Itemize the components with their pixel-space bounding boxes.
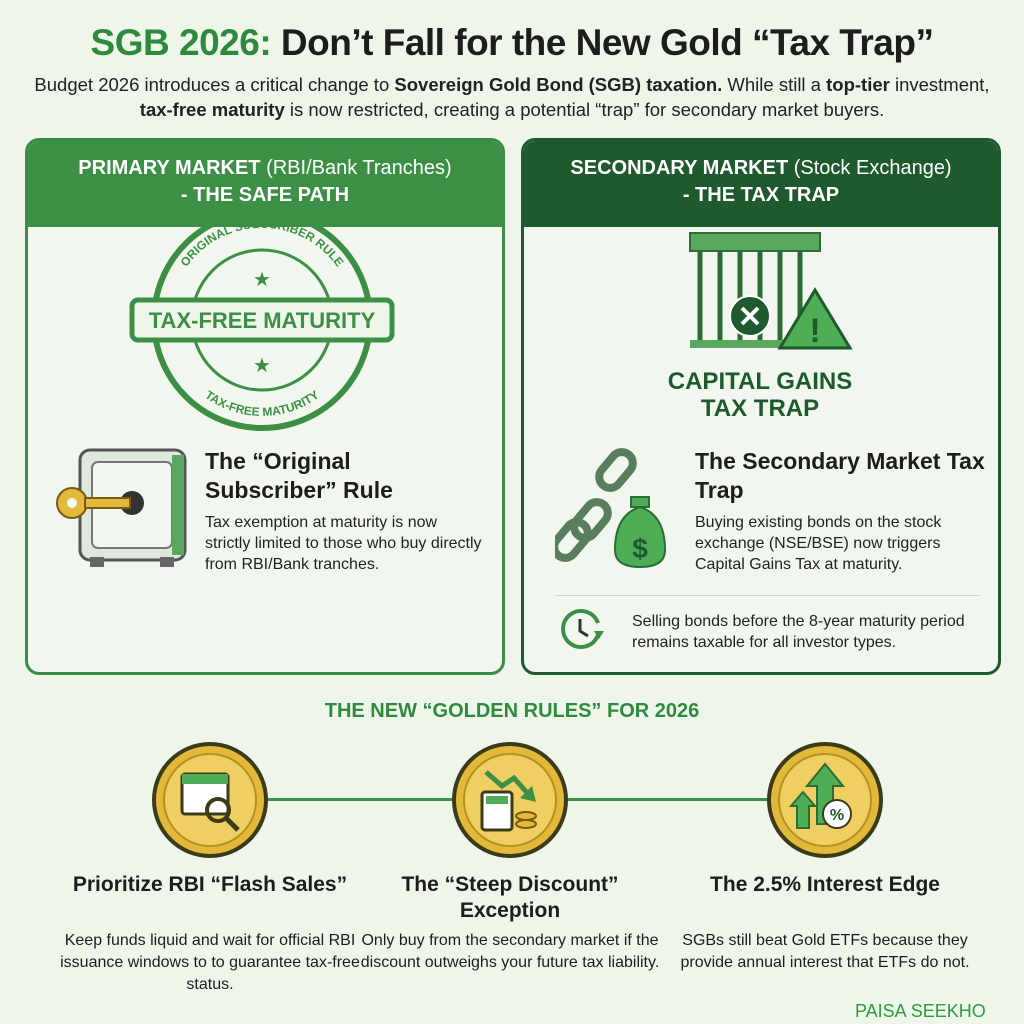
badge-line1: CAPITAL GAINS xyxy=(667,368,853,395)
secondary-title: The Secondary Market Tax Trap xyxy=(695,448,985,503)
svg-text:ORIGINAL SUBSCRIBER RULE: ORIGINAL SUBSCRIBER RULE xyxy=(178,217,347,269)
svg-text:%: % xyxy=(830,807,844,824)
rule-title: The “Steep Discount” Exception xyxy=(401,873,619,922)
header-bold: PRIMARY MARKET xyxy=(78,157,261,179)
badge-line2: TAX TRAP xyxy=(700,395,820,422)
title-rest: Don’t Fall for the New Gold “Tax Trap” xyxy=(271,22,934,63)
clock-cycle-icon xyxy=(561,609,604,649)
secondary-body: Buying existing bonds on the stock excha… xyxy=(695,514,942,573)
rule-title: Prioritize RBI “Flash Sales” xyxy=(72,873,348,896)
svg-text:★: ★ xyxy=(253,355,271,377)
header-normal: (RBI/Bank Tranches) xyxy=(260,157,452,179)
broken-chain-money-icon: $ xyxy=(555,448,667,569)
rule-title: The 2.5% Interest Edge xyxy=(710,873,940,896)
primary-body: Tax exemption at maturity is now strictl… xyxy=(205,514,482,573)
header-line2: - THE SAFE PATH xyxy=(180,184,350,206)
header-line2: - THE TAX TRAP xyxy=(682,184,840,206)
intro-bold: tax-free maturity xyxy=(139,99,285,120)
intro-text-run: Budget 2026 introduces a critical change… xyxy=(34,74,395,95)
svg-text:★: ★ xyxy=(253,269,271,291)
calculator-down-arrow-icon xyxy=(452,742,568,858)
intro-text: Budget 2026 introduces a critical change… xyxy=(20,72,1004,122)
svg-text:TAX-FREE MATURITY: TAX-FREE MATURITY xyxy=(203,388,322,419)
rule-body: Keep funds liquid and wait for official … xyxy=(60,932,360,993)
intro-text-run: While still a xyxy=(722,74,827,95)
secondary-note: Selling bonds before the 8-year maturity… xyxy=(632,613,965,651)
stamp-bottom-text: TAX-FREE MATURITY xyxy=(203,388,322,419)
title-accent: SGB 2026: xyxy=(90,22,272,63)
capital-gains-badge: CAPITAL GAINS TAX TRAP xyxy=(630,368,890,422)
stamp-top-text: ORIGINAL SUBSCRIBER RULE xyxy=(178,217,347,269)
rules-heading: THE NEW “GOLDEN RULES” FOR 2026 xyxy=(324,700,700,722)
primary-title: The “Original Subscriber” Rule xyxy=(205,448,393,503)
cage-trap-icon: ! xyxy=(689,232,853,350)
brand-logo: PAISA SEEKHO xyxy=(855,1001,986,1021)
stamp-center-text: TAX-FREE MATURITY xyxy=(149,308,376,333)
percent-up-arrow-icon: % xyxy=(767,742,883,858)
intro-text-run: investment, xyxy=(889,74,990,95)
secondary-market-panel: SECONDARY MARKET (Stock Exchange) - THE … xyxy=(521,138,1001,675)
calendar-magnifier-icon xyxy=(152,742,268,858)
intro-text-run: is now restricted, creating a potential … xyxy=(284,99,885,120)
svg-text:!: ! xyxy=(809,312,820,350)
svg-text:$: $ xyxy=(632,533,648,564)
secondary-market-header: SECONDARY MARKET (Stock Exchange) - THE … xyxy=(524,141,998,227)
page-title: SGB 2026: Don’t Fall for the New Gold “T… xyxy=(0,22,1024,64)
rule-body: SGBs still beat Gold ETFs because they p… xyxy=(680,932,970,971)
header-normal: (Stock Exchange) xyxy=(788,157,952,179)
intro-bold: top-tier xyxy=(826,74,890,95)
rule-body: Only buy from the secondary market if th… xyxy=(360,932,660,971)
primary-market-panel: PRIMARY MARKET (RBI/Bank Tranches) - THE… xyxy=(25,138,505,675)
intro-bold: Sovereign Gold Bond (SGB) taxation. xyxy=(394,74,723,95)
divider xyxy=(555,595,980,596)
header-bold: SECONDARY MARKET xyxy=(570,157,789,179)
safe-key-icon xyxy=(56,448,187,567)
tax-free-stamp-icon: ORIGINAL SUBSCRIBER RULE TAX-FREE MATURI… xyxy=(129,209,395,431)
